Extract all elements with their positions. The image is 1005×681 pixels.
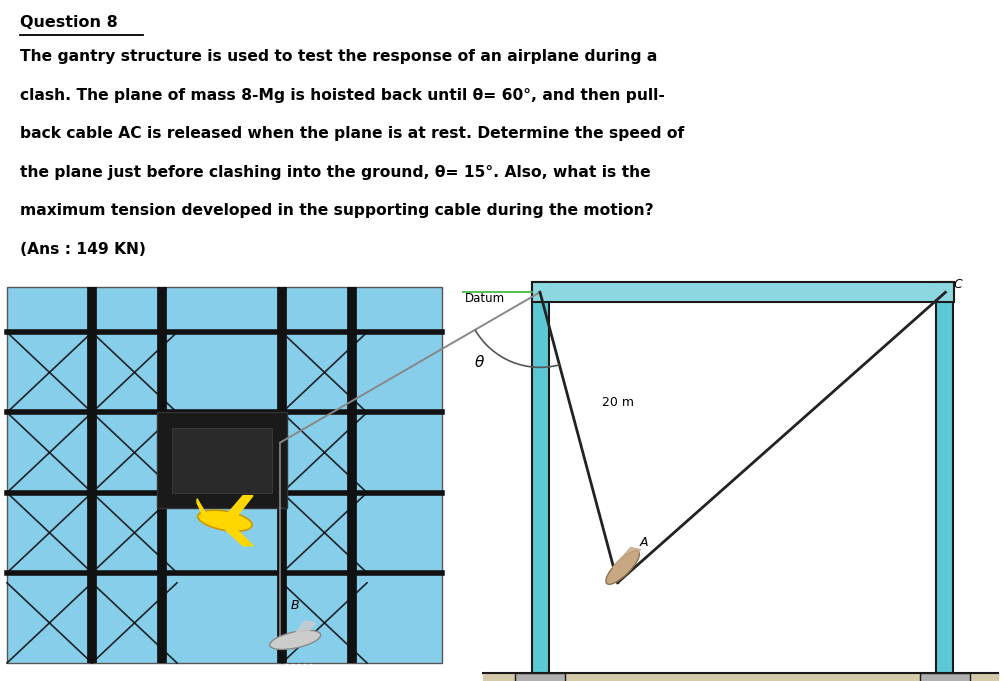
Bar: [515, 673, 565, 681]
Text: Datum: Datum: [465, 291, 506, 305]
Bar: [937, 282, 954, 673]
Text: the plane just before clashing into the ground, θ= 15°. Also, what is the: the plane just before clashing into the …: [20, 165, 650, 180]
Text: back cable AC is released when the plane is at rest. Determine the speed of: back cable AC is released when the plane…: [20, 127, 684, 142]
Text: The gantry structure is used to test the response of an airplane during a: The gantry structure is used to test the…: [20, 49, 657, 64]
Bar: [172, 428, 272, 492]
Polygon shape: [219, 496, 253, 524]
Bar: [532, 282, 954, 302]
Text: B: B: [290, 599, 298, 612]
Text: C: C: [954, 278, 962, 291]
Polygon shape: [197, 498, 207, 516]
Text: maximum tension developed in the supporting cable during the motion?: maximum tension developed in the support…: [20, 204, 653, 219]
Ellipse shape: [198, 510, 252, 531]
Polygon shape: [219, 524, 253, 545]
Text: (Ans : 149 KN): (Ans : 149 KN): [20, 242, 146, 257]
Text: Question 8: Question 8: [20, 15, 118, 30]
Bar: [920, 673, 970, 681]
Text: A: A: [639, 536, 648, 549]
Ellipse shape: [606, 551, 639, 584]
Bar: [7, 287, 442, 663]
Ellipse shape: [269, 631, 321, 650]
Text: $\theta$: $\theta$: [474, 354, 485, 370]
Bar: [532, 282, 549, 673]
Text: 20 m: 20 m: [602, 396, 634, 409]
Polygon shape: [287, 621, 316, 643]
Polygon shape: [613, 548, 640, 567]
Text: clash. The plane of mass 8-Mg is hoisted back until θ= 60°, and then pull-: clash. The plane of mass 8-Mg is hoisted…: [20, 88, 664, 103]
Bar: [157, 413, 287, 507]
